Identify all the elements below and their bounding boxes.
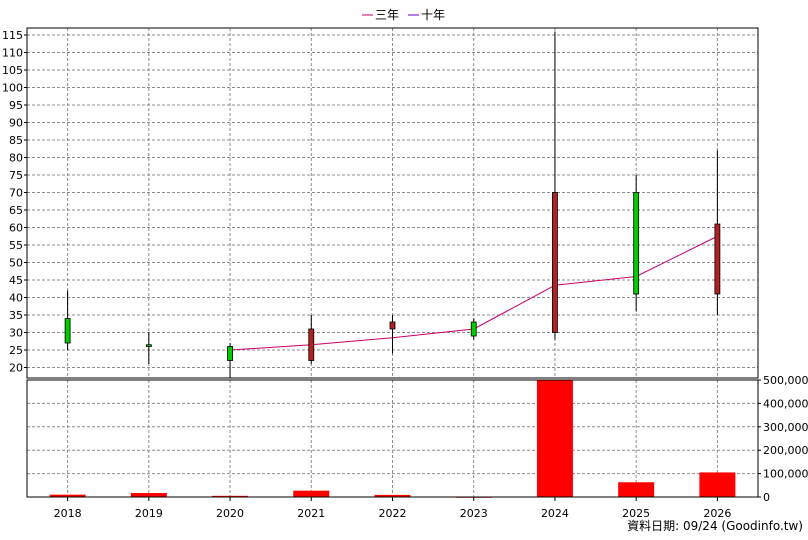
price-tick-label: 60 xyxy=(9,222,23,235)
candle-up xyxy=(227,346,233,361)
volume-tick-label: 200,000 xyxy=(763,444,808,457)
volume-tick-label: 300,000 xyxy=(763,421,808,434)
price-tick-label: 85 xyxy=(9,134,23,147)
price-tick-label: 45 xyxy=(9,274,23,287)
volume-bar xyxy=(293,490,330,497)
price-tick-label: 80 xyxy=(9,152,23,165)
candle-up xyxy=(633,192,640,295)
volume-bar xyxy=(618,482,655,497)
x-tick-label: 2023 xyxy=(460,507,488,520)
price-tick-label: 50 xyxy=(9,257,23,270)
footer-source: 資料日期: 09/24 (Goodinfo.tw) xyxy=(627,519,803,533)
candle-down xyxy=(389,321,396,330)
price-tick-label: 115 xyxy=(2,29,23,42)
x-tick-label: 2025 xyxy=(622,507,650,520)
price-tick-label: 110 xyxy=(2,47,23,60)
x-tick-label: 2022 xyxy=(379,507,407,520)
x-tick-label: 2020 xyxy=(216,507,244,520)
legend: 三年 十年 xyxy=(362,8,445,22)
price-tick-label: 70 xyxy=(9,187,23,200)
candle-up xyxy=(64,318,71,344)
price-tick-label: 40 xyxy=(9,292,23,305)
legend-label-ten-year: 十年 xyxy=(421,8,445,22)
candle-up xyxy=(470,321,477,337)
legend-label-three-year: 三年 xyxy=(375,8,399,22)
volume-tick-label: 400,000 xyxy=(763,397,808,410)
price-tick-label: 55 xyxy=(9,239,23,252)
price-tick-label: 90 xyxy=(9,117,23,130)
price-tick-label: 65 xyxy=(9,204,23,217)
candle-down xyxy=(714,223,721,295)
volume-tick-label: 500,000 xyxy=(763,374,808,387)
volume-bar xyxy=(130,493,167,497)
price-tick-label: 95 xyxy=(9,99,23,112)
candle-down xyxy=(552,192,558,333)
volume-bar xyxy=(536,379,573,497)
x-tick-label: 2021 xyxy=(297,507,325,520)
volume-bar xyxy=(374,494,411,497)
price-tick-label: 25 xyxy=(9,344,23,357)
x-tick-label: 2018 xyxy=(54,507,82,520)
price-tick-label: 75 xyxy=(9,169,23,182)
price-tick-label: 20 xyxy=(9,362,23,375)
x-tick-label: 2026 xyxy=(703,507,731,520)
x-tick-label: 2024 xyxy=(541,507,569,520)
price-frame xyxy=(26,27,759,379)
price-tick-label: 30 xyxy=(9,327,23,340)
price-tick-label: 100 xyxy=(2,82,23,95)
volume-bar xyxy=(212,495,249,497)
volume-bar xyxy=(49,494,86,497)
price-panel: 20 25 30 35 40 45 50 55 60 65 70 75 80 85 90 95 100 105 11… xyxy=(2,27,759,379)
volume-bar xyxy=(699,472,736,497)
x-tick-label: 2019 xyxy=(135,507,163,520)
volume-tick-label: 0 xyxy=(763,491,770,504)
candle-up xyxy=(145,344,152,347)
volume-panel: 0 100,000 200,000 300,000 400,000 500,000 2018… xyxy=(26,374,808,520)
candle-down xyxy=(308,328,315,361)
price-tick-label: 35 xyxy=(9,309,23,322)
price-tick-label: 105 xyxy=(2,64,23,77)
volume-tick-label: 100,000 xyxy=(763,468,808,481)
